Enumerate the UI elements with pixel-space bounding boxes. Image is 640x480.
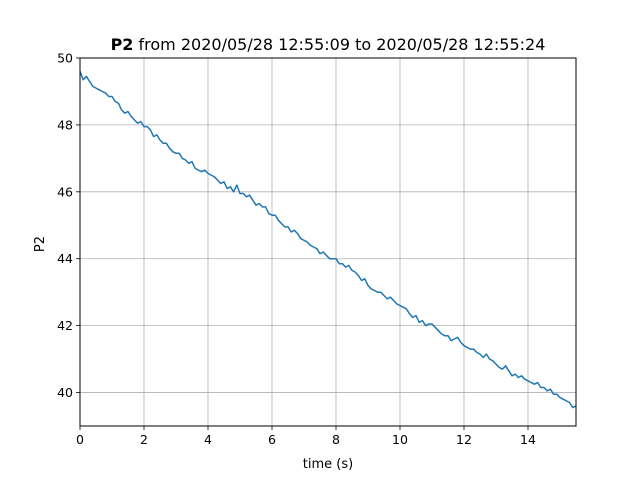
x-tick-label: 12 (456, 432, 472, 447)
y-tick-label: 48 (57, 117, 73, 132)
y-tick-label: 40 (57, 385, 73, 400)
series-layer (79, 71, 577, 409)
x-tick-label: 0 (76, 432, 84, 447)
y-tick-label: 50 (57, 51, 73, 66)
chart-title-rest: from 2020/05/28 12:55:09 to 2020/05/28 1… (133, 35, 545, 54)
plot-frame (79, 57, 577, 427)
chart-title: P2 from 2020/05/28 12:55:09 to 2020/05/2… (111, 35, 546, 54)
x-tick-label: 2 (140, 432, 148, 447)
x-tick-label: 8 (332, 432, 340, 447)
x-tick-label: 14 (520, 432, 536, 447)
chart-title-bold: P2 (111, 35, 134, 54)
x-axis-label: time (s) (303, 457, 353, 472)
x-tick-label: 6 (268, 432, 276, 447)
y-tick-label: 44 (57, 251, 73, 266)
series-line (79, 71, 577, 409)
x-tick-label: 10 (392, 432, 408, 447)
y-axis-label: P2 (33, 236, 48, 252)
y-tick-label: 42 (57, 318, 73, 333)
y-tick-label: 46 (57, 184, 73, 199)
x-tick-label: 4 (204, 432, 212, 447)
